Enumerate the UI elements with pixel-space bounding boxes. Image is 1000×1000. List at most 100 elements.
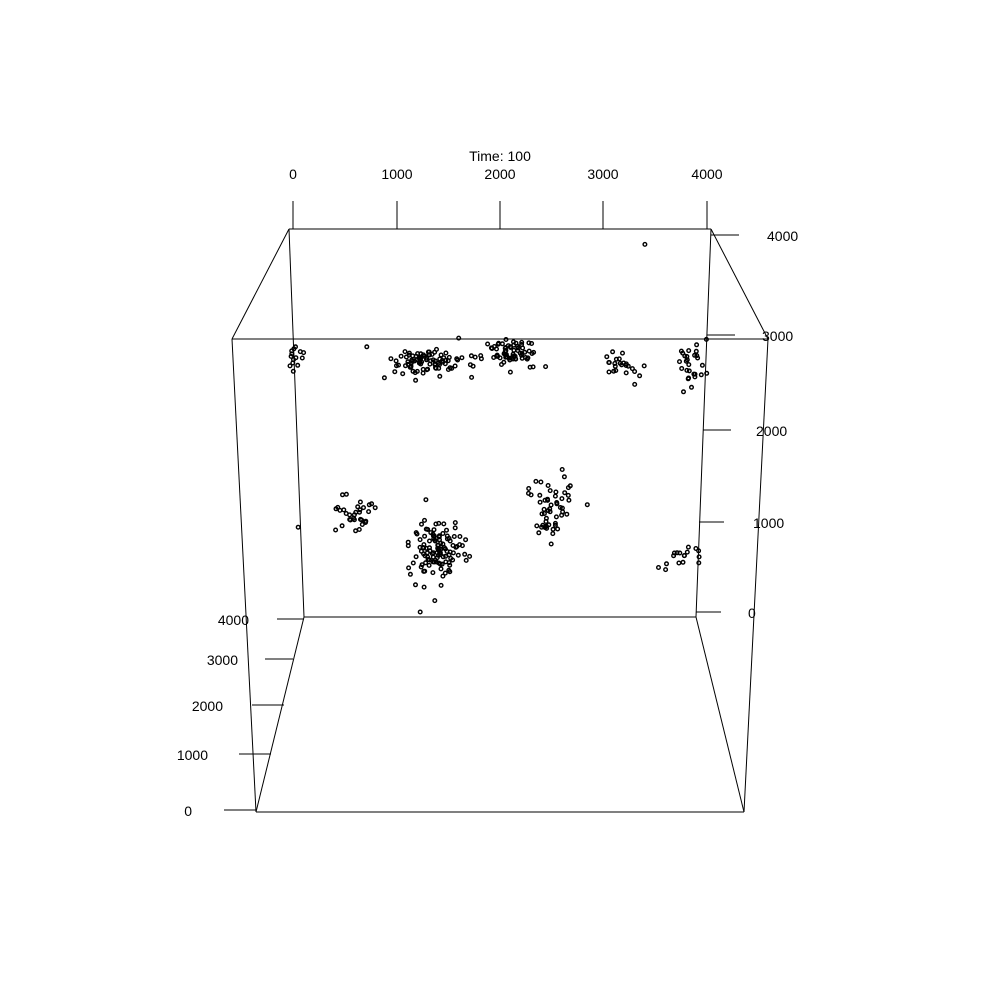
data-point (409, 357, 415, 363)
data-point (293, 344, 299, 350)
data-point (455, 357, 461, 363)
data-point (299, 355, 305, 361)
data-point (544, 525, 550, 531)
data-point (442, 546, 448, 552)
data-point (432, 598, 438, 604)
data-point (497, 355, 503, 361)
data-point (511, 347, 517, 353)
data-point (414, 368, 420, 374)
box-edge (231, 338, 257, 813)
data-point (410, 560, 416, 566)
data-point (422, 517, 428, 523)
data-point (419, 562, 425, 568)
data-point (343, 511, 349, 517)
data-point (554, 500, 560, 506)
data-point (417, 537, 423, 543)
data-point (453, 544, 459, 550)
data-point (541, 511, 547, 517)
data-point (552, 520, 558, 526)
data-point (289, 348, 295, 354)
data-point (437, 561, 443, 567)
data-point (696, 548, 702, 554)
data-point (446, 354, 452, 360)
data-point (425, 557, 431, 563)
data-point (529, 351, 535, 357)
data-point (689, 384, 695, 390)
data-point (451, 534, 457, 540)
data-point (543, 364, 549, 370)
data-point (559, 496, 565, 502)
data-point (520, 345, 526, 351)
data-point (552, 522, 558, 528)
data-point (547, 506, 553, 512)
data-point (703, 336, 709, 342)
data-point (545, 483, 551, 489)
x-tick-label: 2000 (484, 166, 515, 182)
data-point (420, 545, 426, 551)
data-point (677, 359, 683, 365)
data-point (290, 360, 296, 366)
box-edge (743, 338, 769, 813)
data-point (463, 557, 469, 563)
data-point (455, 552, 461, 558)
data-point (503, 337, 509, 343)
data-point (694, 342, 700, 348)
data-point (679, 366, 685, 372)
data-point (519, 355, 525, 361)
data-point (456, 335, 462, 341)
data-point (552, 493, 558, 499)
data-point (467, 362, 473, 368)
data-point (295, 524, 301, 530)
data-point (287, 363, 293, 369)
data-point (441, 355, 447, 361)
data-point (507, 344, 513, 350)
data-point (423, 560, 429, 566)
data-point (422, 553, 428, 559)
data-point (502, 345, 508, 351)
data-point (565, 485, 571, 491)
data-point (543, 515, 549, 521)
data-point (559, 512, 565, 518)
data-point (463, 537, 469, 543)
data-point (468, 353, 474, 359)
data-point (623, 370, 629, 376)
data-point (528, 492, 534, 498)
data-point (548, 502, 554, 508)
data-point (681, 389, 687, 395)
data-point (674, 550, 680, 556)
data-point (341, 507, 347, 513)
data-point (686, 368, 692, 374)
data-point (335, 504, 341, 510)
z-tick-label: 2000 (756, 423, 787, 439)
data-point (519, 351, 525, 357)
box-edge (231, 228, 290, 340)
data-point (369, 501, 375, 507)
data-point (677, 550, 683, 556)
data-point (611, 368, 617, 374)
data-point (431, 536, 437, 542)
data-point (686, 348, 692, 354)
data-point (410, 368, 416, 374)
data-point (559, 467, 565, 473)
data-point (351, 515, 357, 521)
data-point (550, 531, 556, 537)
data-point (680, 559, 686, 565)
data-point (388, 356, 394, 362)
data-point (413, 554, 419, 560)
data-point (363, 520, 369, 526)
x-axis-top: 0 1000 2000 3000 4000 (289, 166, 723, 229)
data-point (421, 568, 427, 574)
z-tick-label: 3000 (762, 328, 793, 344)
data-point (413, 353, 419, 359)
data-point (398, 353, 404, 359)
x-tick-label: 4000 (691, 166, 722, 182)
x-tick-label: 0 (289, 166, 297, 182)
data-point (538, 479, 544, 485)
data-point (357, 499, 363, 505)
data-point (407, 571, 413, 577)
data-point (503, 352, 509, 358)
data-point (472, 354, 478, 360)
data-point (381, 375, 387, 381)
data-point (413, 582, 419, 588)
data-point (406, 565, 412, 571)
